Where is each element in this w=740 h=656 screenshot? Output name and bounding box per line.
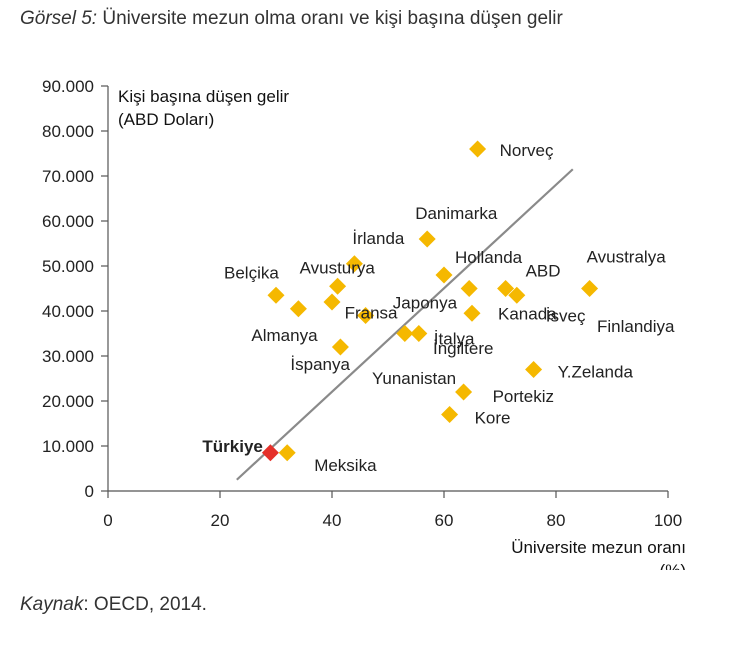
point-label: İsveç — [546, 306, 586, 325]
axis-titles-layer: Kişi başına düşen gelir (ABD Doları) Ünive… — [118, 87, 686, 570]
point-highlight — [261, 444, 279, 462]
point-label: Avustralya — [587, 248, 667, 267]
trendline-layer — [236, 168, 574, 481]
scatter-chart: 0 10.000 20.000 30.000 40.000 50.000 60.000 70.… — [42, 77, 686, 570]
y-tick-label: 50.000 — [42, 257, 94, 276]
x-tick-label: 60 — [435, 511, 454, 530]
point — [278, 444, 296, 462]
point — [418, 230, 436, 248]
point — [289, 300, 307, 318]
point-label: Norveç — [500, 141, 554, 160]
point-label: Belçika — [224, 263, 279, 282]
y-tick-label: 90.000 — [42, 77, 94, 96]
source-note: Kaynak: OECD, 2014. — [20, 594, 207, 616]
x-tick-label: 100 — [654, 511, 682, 530]
point — [410, 325, 428, 342]
point — [323, 293, 341, 311]
point-label: İrlanda — [352, 229, 405, 248]
point — [331, 338, 349, 356]
y-tick-label: 20.000 — [42, 392, 94, 411]
point — [460, 280, 478, 297]
point — [396, 325, 414, 342]
point — [345, 255, 363, 273]
point — [497, 280, 515, 297]
figure-title: Üniversite mezun olma oranı ve kişi başı… — [97, 8, 563, 29]
y-tick-label: 80.000 — [42, 122, 94, 141]
x-axis-title: (%) — [660, 561, 686, 570]
point-label: İspanya — [290, 355, 350, 374]
point-label: Danimarka — [415, 204, 498, 223]
point — [267, 286, 285, 304]
source-text: : OECD, 2014. — [83, 594, 207, 615]
y-tick-label: 30.000 — [42, 347, 94, 366]
figure-number: Görsel 5: — [20, 8, 98, 29]
point-label: Avusturya — [300, 258, 376, 277]
point-label: Finlandiya — [597, 317, 675, 336]
chart-axes: 0 10.000 20.000 30.000 40.000 50.000 60.000 70.… — [42, 77, 682, 530]
y-axis-title: (ABD Doları) — [118, 110, 214, 129]
y-axis-title: Kişi başına düşen gelir — [118, 87, 289, 106]
point — [329, 277, 347, 295]
x-tick-label: 0 — [103, 511, 112, 530]
point-label: Hollanda — [455, 248, 523, 267]
point — [581, 280, 599, 297]
point — [441, 406, 459, 423]
point — [455, 383, 473, 401]
point-label: Yunanistan — [372, 369, 456, 388]
point — [463, 304, 481, 322]
y-tick-label: 70.000 — [42, 167, 94, 186]
point — [357, 307, 375, 324]
point-label: Japonya — [393, 294, 458, 313]
point-label: Portekiz — [493, 387, 554, 406]
point — [508, 286, 526, 304]
y-tick-label: 40.000 — [42, 302, 94, 321]
point-label: İtalya — [434, 330, 475, 349]
point-label: Türkiye — [202, 437, 262, 456]
point — [525, 361, 543, 378]
figure-caption: Görsel 5: Üniversite mezun olma oranı ve… — [20, 8, 563, 30]
point-label: İngiltere — [433, 339, 493, 358]
trendline — [236, 168, 574, 481]
x-tick-label: 40 — [323, 511, 342, 530]
x-tick-label: 80 — [547, 511, 566, 530]
y-tick-label: 10.000 — [42, 437, 94, 456]
x-axis-title: Üniversite mezun oranı — [511, 538, 686, 557]
y-tick-label: 60.000 — [42, 212, 94, 231]
point-label: Meksika — [314, 456, 377, 475]
point-label: Kanada — [498, 304, 557, 323]
x-tick-label: 20 — [211, 511, 230, 530]
point-label: ABD — [526, 262, 561, 281]
point — [469, 140, 487, 158]
point-label: Almanya — [251, 326, 318, 345]
point-label: Kore — [475, 409, 511, 428]
point-labels-layer: Norveç Danimarka İrlanda Hollanda Belçika Avu… — [202, 141, 675, 475]
point-label: Y.Zelanda — [558, 363, 634, 382]
points-layer — [261, 140, 599, 462]
y-tick-label: 0 — [85, 482, 94, 501]
point — [435, 266, 453, 284]
point-label: Fransa — [345, 304, 398, 323]
source-prefix: Kaynak — [20, 594, 84, 615]
